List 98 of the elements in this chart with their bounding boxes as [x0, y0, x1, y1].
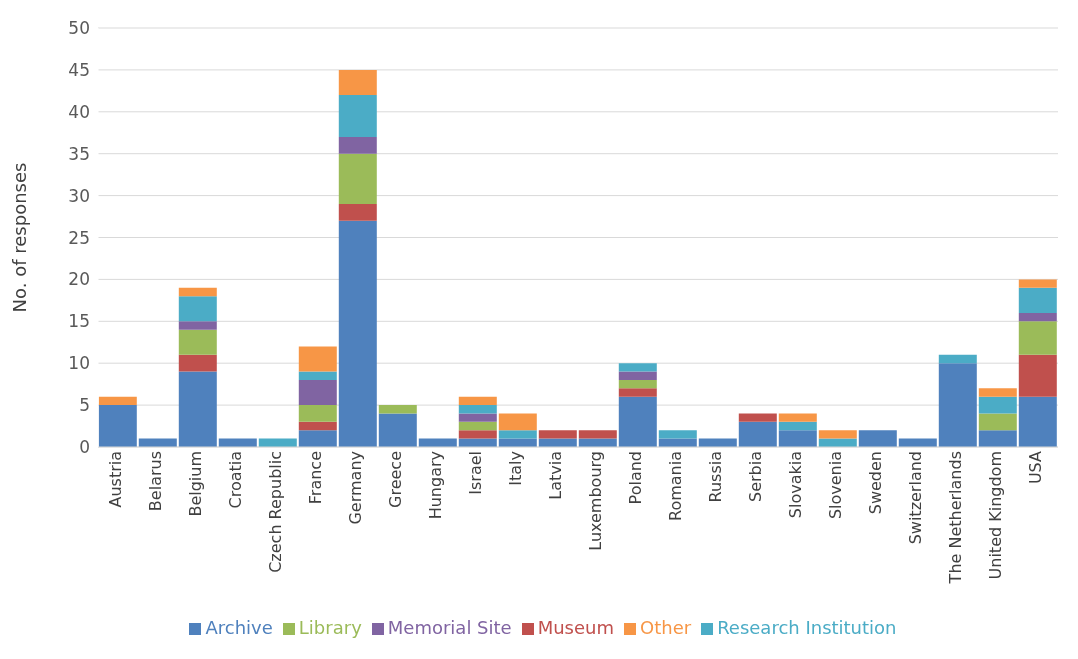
x-tick-label: Romania: [666, 451, 686, 521]
bar: [618, 379, 657, 389]
bar: [298, 421, 337, 431]
legend-label: Research Institution: [717, 617, 897, 638]
legend-label: Library: [298, 617, 362, 638]
y-tick-label: 30: [68, 185, 90, 206]
bar: [298, 371, 337, 380]
bar: [818, 430, 857, 439]
bar: [978, 430, 1017, 447]
bar: [1018, 396, 1057, 447]
bar: [618, 371, 657, 380]
bar: [498, 430, 537, 439]
bar: [498, 413, 537, 431]
y-tick-label: 0: [79, 437, 90, 458]
x-tick-label: Slovenia: [826, 451, 846, 520]
bar: [978, 413, 1017, 431]
x-tick-label: The Netherlands: [946, 451, 966, 585]
bar: [1018, 287, 1057, 313]
x-tick-label: Italy: [506, 451, 526, 486]
bar: [778, 430, 817, 447]
bar: [338, 95, 377, 137]
y-tick-label: 40: [68, 101, 90, 122]
bar: [298, 379, 337, 406]
bar: [538, 430, 577, 439]
x-tick-label: Greece: [386, 451, 406, 508]
x-tick-label: France: [306, 451, 326, 505]
bar: [1018, 321, 1057, 355]
bar: [378, 405, 417, 414]
x-tick-label: Belgium: [186, 451, 206, 517]
bar: [978, 396, 1017, 414]
bar: [778, 421, 817, 431]
bar: [298, 405, 337, 422]
x-tick-label: Slovakia: [786, 451, 806, 519]
x-tick-label: Switzerland: [906, 451, 926, 545]
x-tick-label: Germany: [346, 451, 366, 525]
bar: [98, 396, 137, 406]
bar: [338, 220, 377, 447]
bar: [938, 354, 977, 364]
bar: [178, 329, 217, 355]
bar: [858, 430, 897, 447]
y-tick-label: 35: [68, 143, 90, 164]
bar: [178, 354, 217, 372]
bar: [338, 153, 377, 204]
x-tick-label: Israel: [466, 451, 486, 495]
y-tick-label: 50: [68, 18, 90, 39]
bar: [618, 396, 657, 447]
bar: [378, 413, 417, 447]
x-tick-label: Hungary: [426, 451, 446, 520]
bar: [658, 430, 697, 439]
bar: [458, 421, 497, 431]
x-tick-label: United Kingdom: [986, 451, 1006, 580]
y-tick-label: 25: [68, 227, 90, 248]
x-tick-label: Croatia: [226, 451, 246, 509]
bar: [938, 363, 977, 447]
bar: [1018, 354, 1057, 397]
bar: [1018, 279, 1057, 288]
bar: [738, 421, 777, 447]
x-tick-label: Belarus: [146, 451, 166, 512]
legend-label: Other: [640, 617, 692, 638]
x-tick-label: USA: [1026, 450, 1046, 485]
bar: [338, 203, 377, 221]
x-tick-label: Latvia: [546, 451, 566, 500]
legend-label: Archive: [205, 617, 273, 638]
y-axis-title: No. of responses: [9, 162, 31, 313]
bar: [978, 388, 1017, 397]
x-tick-label: Russia: [706, 451, 726, 503]
x-tick-label: Serbia: [746, 451, 766, 502]
bar: [458, 430, 497, 439]
bar: [618, 388, 657, 397]
bar: [578, 430, 617, 439]
bar: [618, 363, 657, 372]
bar: [458, 413, 497, 422]
bar: [1018, 312, 1057, 322]
y-tick-label: 10: [68, 353, 90, 374]
y-tick-label: 45: [68, 59, 90, 80]
x-tick-label: Czech Republic: [266, 451, 286, 573]
legend-label: Museum: [537, 617, 615, 638]
y-tick-label: 20: [68, 269, 90, 290]
bar: [458, 405, 497, 414]
bar: [338, 136, 377, 154]
bar: [178, 371, 217, 447]
bar: [98, 405, 137, 447]
y-tick-label: 15: [68, 311, 90, 332]
legend-label: Memorial Site: [387, 617, 512, 638]
bar: [738, 413, 777, 422]
bar: [338, 69, 377, 96]
bar: [178, 321, 217, 330]
bar: [458, 396, 497, 406]
bar: [298, 430, 337, 447]
y-tick-label: 5: [79, 395, 90, 416]
bar: [298, 346, 337, 372]
x-tick-label: Luxembourg: [586, 451, 606, 551]
bar: [178, 296, 217, 322]
x-tick-label: Sweden: [866, 451, 886, 515]
bar: [778, 413, 817, 422]
bar: [178, 287, 217, 297]
x-tick-label: Poland: [626, 451, 646, 505]
x-tick-label: Austria: [106, 451, 126, 508]
